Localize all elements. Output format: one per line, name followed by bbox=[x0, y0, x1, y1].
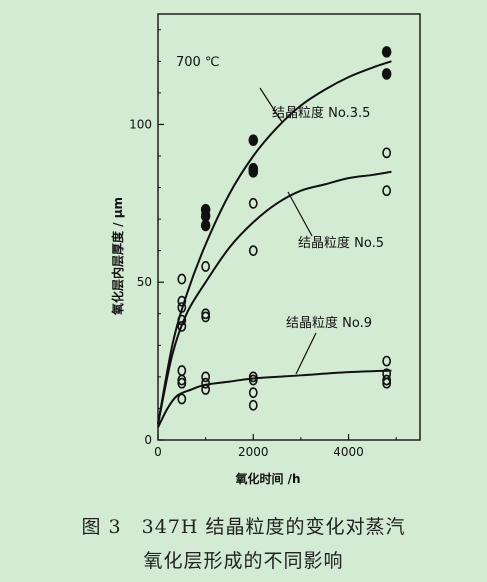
data-point-grain-size-9 bbox=[201, 371, 211, 383]
data-point-grain-size-9 bbox=[248, 387, 258, 399]
data-point-grain-size-3-5 bbox=[248, 165, 259, 178]
data-point-grain-size-3-5 bbox=[381, 68, 392, 80]
data-point-grain-size-5 bbox=[177, 273, 187, 285]
data-point-grain-size-5 bbox=[382, 185, 392, 197]
data-point-grain-size-3-5 bbox=[200, 210, 211, 222]
series-label-grain-size-5: 结晶粒度 No.5 bbox=[298, 235, 384, 251]
data-point-grain-size-9 bbox=[177, 393, 187, 405]
x-tick-label: 2000 bbox=[238, 445, 269, 459]
data-point-grain-size-9 bbox=[248, 399, 258, 411]
data-point-grain-size-9 bbox=[201, 377, 211, 389]
data-point-grain-size-3-5 bbox=[248, 134, 259, 147]
axes: 0 50 100 0 2000 4000 氧化时间 /h 氧化层内层厚度 / μm bbox=[110, 13, 421, 486]
figure-caption-line-1: 图 3 347H 结晶粒度的变化对蒸汽 bbox=[81, 516, 406, 538]
chart: 0 50 100 0 2000 4000 氧化时间 /h 氧化层内层厚度 / μm 700 ℃… bbox=[110, 13, 421, 486]
data-point-grain-size-3-5 bbox=[200, 219, 211, 232]
data-point-grain-size-5 bbox=[201, 261, 211, 272]
data-point-grain-size-9 bbox=[248, 371, 258, 383]
leader-line-grain-size-5 bbox=[287, 191, 313, 237]
data-point-grain-size-5 bbox=[248, 197, 258, 209]
y-tick-label: 100 bbox=[129, 117, 152, 131]
data-point-grain-size-5 bbox=[382, 147, 392, 159]
series-label-grain-size-3-5: 结晶粒度 No.3.5 bbox=[272, 105, 370, 121]
fit-curve-grain-size-9 bbox=[157, 369, 392, 428]
data-point-grain-size-5 bbox=[177, 320, 187, 332]
data-point-grain-size-9 bbox=[382, 377, 392, 389]
x-tick-label: 4000 bbox=[333, 445, 364, 459]
series-label-grain-size-9: 结晶粒度 No.9 bbox=[286, 315, 372, 331]
figure-caption-line-2: 氧化层形成的不同影响 bbox=[143, 550, 344, 572]
annotations: 700 ℃ 结晶粒度 No.3.5 结晶粒度 No.5 结晶粒度 No.9 bbox=[176, 55, 384, 375]
data-point-grain-size-9 bbox=[177, 377, 187, 389]
data-point-grain-size-9 bbox=[201, 384, 211, 395]
data-point-grain-size-5 bbox=[177, 314, 187, 326]
fit-curve-grain-size-5 bbox=[157, 170, 392, 425]
x-axis-label: 氧化时间 /h bbox=[234, 471, 300, 486]
plot-frame bbox=[157, 13, 421, 441]
leader-line-grain-size-3-5 bbox=[259, 87, 283, 123]
x-tick-label: 0 bbox=[154, 445, 162, 459]
y-tick-label: 0 bbox=[144, 433, 152, 447]
leader-line-grain-size-9 bbox=[295, 332, 317, 375]
data-point-grain-size-3-5 bbox=[381, 46, 392, 58]
data-point-grain-size-9 bbox=[382, 374, 392, 386]
data-point-grain-size-5 bbox=[201, 311, 211, 323]
data-point-grain-size-9 bbox=[248, 374, 258, 386]
data-point-grain-size-9 bbox=[177, 365, 187, 376]
data-point-grain-size-9 bbox=[382, 355, 392, 367]
y-tick-label: 50 bbox=[137, 275, 152, 289]
data-points bbox=[177, 46, 392, 411]
data-point-grain-size-5 bbox=[201, 308, 211, 320]
temperature-label: 700 ℃ bbox=[176, 55, 220, 70]
data-point-grain-size-5 bbox=[177, 295, 187, 307]
data-point-grain-size-5 bbox=[177, 302, 187, 313]
data-point-grain-size-5 bbox=[248, 245, 258, 257]
y-axis-label: 氧化层内层厚度 / μm bbox=[110, 197, 125, 316]
data-point-grain-size-9 bbox=[177, 374, 187, 386]
